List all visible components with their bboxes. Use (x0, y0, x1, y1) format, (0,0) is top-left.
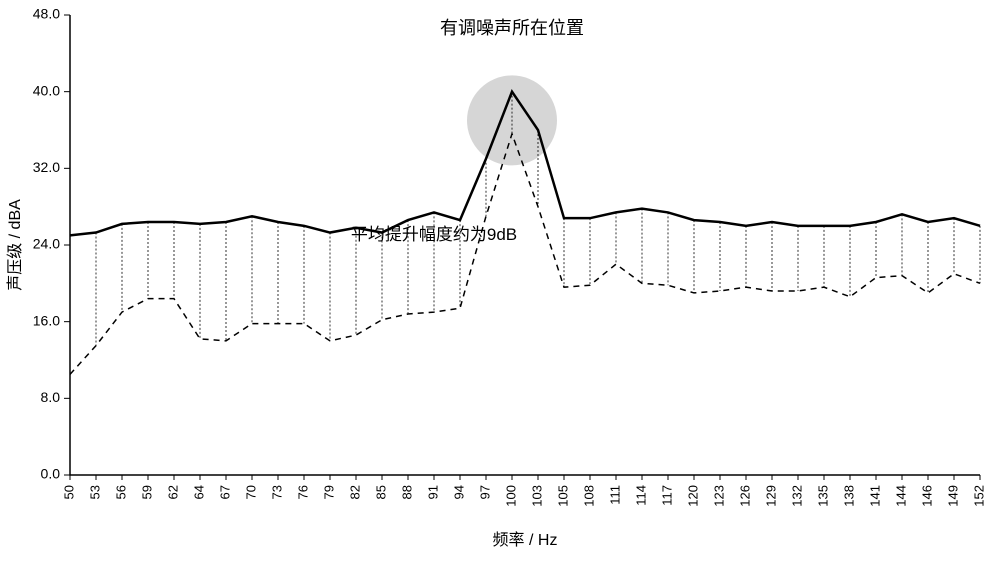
x-tick-label: 50 (61, 485, 76, 499)
x-tick-label: 103 (529, 485, 544, 507)
y-tick-label: 48.0 (33, 6, 60, 22)
x-tick-label: 53 (87, 485, 102, 499)
y-tick-label: 16.0 (33, 312, 60, 328)
x-tick-label: 132 (789, 485, 804, 507)
x-tick-label: 62 (165, 485, 180, 499)
x-tick-label: 146 (919, 485, 934, 507)
y-axis-label: 声压级 / dBA (6, 199, 24, 291)
x-tick-label: 141 (867, 485, 882, 507)
x-tick-label: 64 (191, 485, 206, 499)
annotation-text: 平均提升幅度约为9dB (351, 225, 517, 244)
x-tick-label: 111 (607, 485, 622, 505)
x-tick-label: 129 (763, 485, 778, 507)
spl-chart: 0.0 8.0 16.0 24.0 32.0 40.0 48.0 50 53 56 59 62 64 67… (0, 0, 1000, 561)
x-tick-label: 76 (295, 485, 310, 499)
x-tick-label: 97 (477, 485, 492, 499)
y-tick-label: 24.0 (33, 236, 60, 252)
x-tick-label: 73 (269, 485, 284, 499)
series-dashed (70, 134, 980, 375)
x-tick-label: 88 (399, 485, 414, 499)
x-tick-label: 138 (841, 485, 856, 507)
y-tick-label: 32.0 (33, 159, 60, 175)
x-tick-label: 114 (633, 485, 648, 506)
x-tick-label: 149 (945, 485, 960, 507)
x-tick-label: 144 (893, 485, 908, 507)
x-tick-label: 105 (555, 485, 570, 507)
x-tick-label: 123 (711, 485, 726, 507)
y-tick-label: 0.0 (41, 466, 61, 482)
x-tick-label: 117 (659, 485, 674, 506)
x-tick-label: 70 (243, 485, 258, 499)
y-tick-label: 40.0 (33, 82, 60, 98)
x-tick-label: 82 (347, 485, 362, 499)
x-tick-label: 85 (373, 485, 388, 499)
x-tick-label: 56 (113, 485, 128, 499)
x-tick-label: 59 (139, 485, 154, 499)
y-tick-label: 8.0 (41, 389, 61, 405)
x-tick-label: 79 (321, 485, 336, 499)
x-tick-label: 108 (581, 485, 596, 507)
x-tick-label: 120 (685, 485, 700, 507)
x-tick-label: 91 (425, 485, 440, 499)
x-tick-label: 126 (737, 485, 752, 507)
x-tick-label: 94 (451, 485, 466, 499)
x-tick-label: 152 (971, 485, 986, 507)
x-tick-label: 67 (217, 485, 232, 499)
x-tick-label: 135 (815, 485, 830, 507)
x-tick-label: 100 (503, 485, 518, 507)
chart-svg: 0.0 8.0 16.0 24.0 32.0 40.0 48.0 50 53 56 59 62 64 67… (0, 0, 1000, 561)
x-axis-label: 频率 / Hz (493, 531, 558, 549)
annotation-text: 有调噪声所在位置 (440, 18, 584, 38)
